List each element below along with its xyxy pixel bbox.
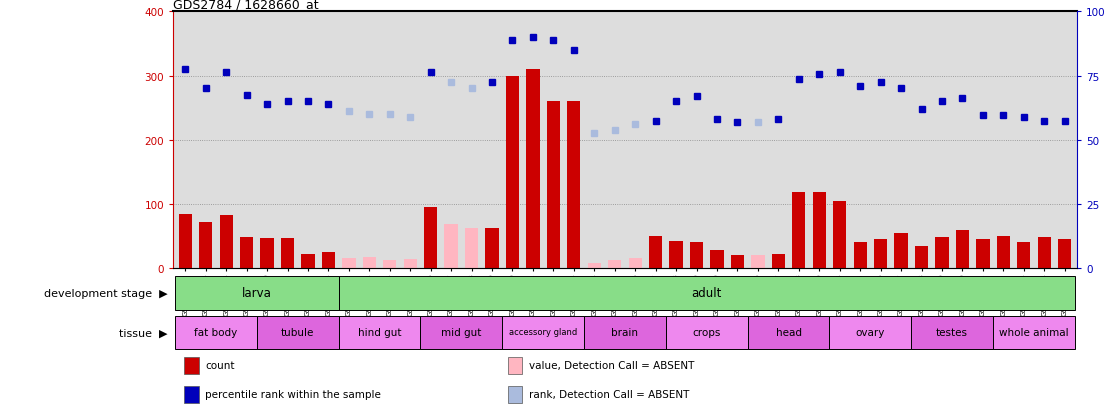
- Bar: [935, 238, 949, 268]
- Bar: [502, 316, 584, 349]
- Bar: [912, 316, 993, 349]
- Text: head: head: [776, 327, 801, 337]
- Bar: [527, 70, 539, 268]
- Bar: [997, 236, 1010, 268]
- Bar: [894, 233, 907, 268]
- Bar: [1058, 240, 1071, 268]
- Text: crops: crops: [693, 327, 721, 337]
- Bar: [711, 251, 723, 268]
- Text: count: count: [205, 360, 234, 370]
- Text: fat body: fat body: [194, 327, 238, 337]
- Bar: [567, 102, 580, 268]
- Text: hind gut: hind gut: [358, 327, 402, 337]
- Bar: [363, 257, 376, 268]
- Text: brain: brain: [612, 327, 638, 337]
- Bar: [829, 316, 912, 349]
- Bar: [175, 277, 338, 310]
- Bar: [506, 76, 519, 268]
- Bar: [670, 241, 683, 268]
- Bar: [444, 225, 458, 268]
- Bar: [854, 243, 867, 268]
- Bar: [424, 208, 437, 268]
- Bar: [812, 193, 826, 268]
- Bar: [833, 201, 846, 268]
- Bar: [993, 316, 1075, 349]
- Bar: [976, 240, 990, 268]
- Bar: [485, 229, 499, 268]
- Bar: [301, 254, 315, 268]
- Text: GDS2784 / 1628660_at: GDS2784 / 1628660_at: [173, 0, 318, 11]
- Bar: [792, 193, 806, 268]
- Bar: [257, 316, 338, 349]
- Text: adult: adult: [692, 286, 722, 299]
- Bar: [731, 256, 744, 268]
- Bar: [465, 229, 479, 268]
- Bar: [281, 238, 295, 268]
- Bar: [584, 316, 666, 349]
- Bar: [628, 259, 642, 268]
- Text: development stage  ▶: development stage ▶: [44, 288, 167, 298]
- Bar: [1038, 238, 1051, 268]
- Text: ovary: ovary: [856, 327, 885, 337]
- Text: tissue  ▶: tissue ▶: [119, 328, 167, 337]
- Text: tubule: tubule: [281, 327, 315, 337]
- Text: testes: testes: [936, 327, 969, 337]
- Text: whole animal: whole animal: [999, 327, 1069, 337]
- Bar: [404, 259, 417, 268]
- Bar: [383, 261, 396, 268]
- Bar: [748, 316, 829, 349]
- Bar: [240, 238, 253, 268]
- Bar: [421, 316, 502, 349]
- Bar: [220, 215, 233, 268]
- Bar: [915, 246, 929, 268]
- Bar: [343, 259, 356, 268]
- Text: rank, Detection Call = ABSENT: rank, Detection Call = ABSENT: [529, 389, 690, 399]
- Bar: [338, 277, 1075, 310]
- Bar: [690, 243, 703, 268]
- Bar: [588, 263, 600, 268]
- Bar: [955, 230, 969, 268]
- Bar: [751, 256, 764, 268]
- Text: accessory gland: accessory gland: [509, 327, 577, 336]
- Bar: [874, 240, 887, 268]
- Bar: [179, 214, 192, 268]
- Bar: [1017, 243, 1030, 268]
- Text: mid gut: mid gut: [441, 327, 481, 337]
- Text: value, Detection Call = ABSENT: value, Detection Call = ABSENT: [529, 360, 694, 370]
- Bar: [321, 252, 335, 268]
- Bar: [175, 316, 257, 349]
- Bar: [199, 222, 212, 268]
- Text: percentile rank within the sample: percentile rank within the sample: [205, 389, 382, 399]
- Bar: [608, 261, 622, 268]
- Bar: [666, 316, 748, 349]
- Text: larva: larva: [242, 286, 272, 299]
- Bar: [260, 238, 273, 268]
- Bar: [547, 102, 560, 268]
- Bar: [338, 316, 421, 349]
- Bar: [650, 236, 662, 268]
- Bar: [771, 254, 785, 268]
